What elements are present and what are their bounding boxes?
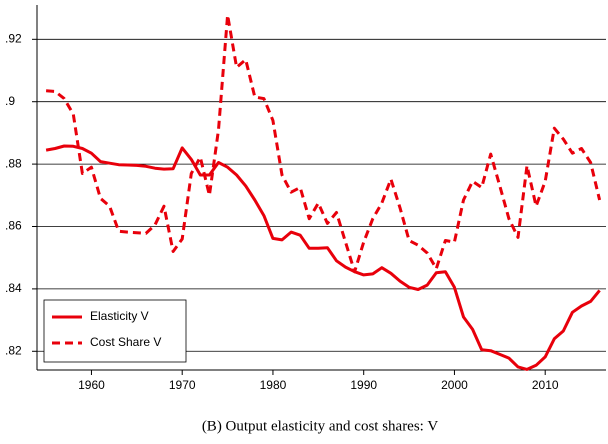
legend-label: Elasticity V	[90, 309, 149, 323]
x-tick-label: 2010	[532, 378, 559, 392]
legend-label: Cost Share V	[90, 335, 161, 349]
y-tick-label: .84	[5, 281, 22, 295]
line-series	[46, 13, 602, 274]
caption: (B) Output elasticity and cost shares: V	[202, 418, 439, 434]
x-tick-label: 2000	[441, 378, 468, 392]
line-series	[45, 144, 601, 371]
y-tick-label: .88	[5, 156, 22, 170]
legend-box	[43, 299, 187, 363]
x-tick-label: 1990	[350, 378, 377, 392]
y-tick-label: .82	[5, 343, 22, 357]
x-tick-label: 1960	[78, 378, 105, 392]
y-tick-label: .9	[5, 94, 15, 108]
x-tick-label: 1980	[260, 378, 287, 392]
y-tick-label: .92	[5, 31, 22, 45]
x-tick-label: 1970	[169, 378, 196, 392]
y-tick-label: .86	[5, 219, 22, 233]
